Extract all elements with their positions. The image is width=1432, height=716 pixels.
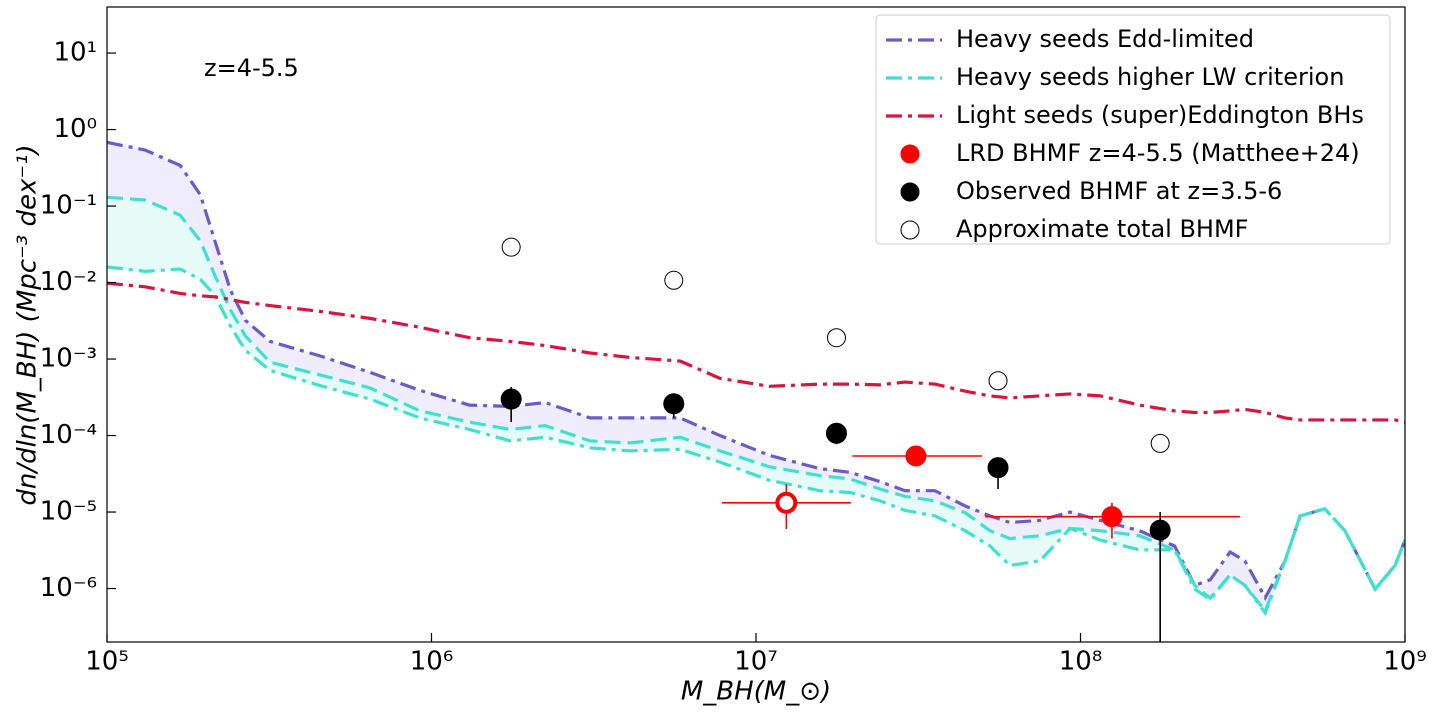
x-axis-label: M_BH(M_⊙) xyxy=(681,677,831,707)
legend-label: Heavy seeds higher LW criterion xyxy=(956,63,1344,91)
line xyxy=(107,265,1405,617)
legend-label: Light seeds (super)Eddington BHs xyxy=(956,101,1364,129)
legend-swatch xyxy=(900,144,920,164)
point xyxy=(501,237,521,257)
point xyxy=(825,422,847,444)
legend-label: LRD BHMF z=4-5.5 (Matthee+24) xyxy=(956,139,1360,167)
y-tick-label: 10⁻⁵ xyxy=(40,497,97,527)
y-tick-label: 10⁻⁴ xyxy=(40,420,97,450)
band xyxy=(107,142,1405,611)
x-tick-label: 10⁵ xyxy=(85,647,129,677)
y-tick-label: 10¹ xyxy=(53,38,97,68)
point xyxy=(987,457,1009,479)
x-tick-label: 10⁸ xyxy=(1059,647,1103,677)
point xyxy=(1149,519,1171,541)
point xyxy=(664,270,684,290)
point xyxy=(988,371,1008,391)
legend-box xyxy=(875,14,1391,245)
line xyxy=(107,281,1405,424)
y-axis-label: dn/dln(M_BH) (Mpc⁻³ dex⁻¹) xyxy=(13,144,43,505)
y-tick-label: 10⁻⁶ xyxy=(40,573,97,603)
x-tick-label: 10⁶ xyxy=(410,647,454,677)
line xyxy=(107,140,1405,601)
x-tick-label: 10⁹ xyxy=(1383,647,1427,677)
y-tick-label: 10⁻³ xyxy=(40,344,97,374)
y-tick-label: 10⁻¹ xyxy=(40,191,97,221)
plot-area xyxy=(107,140,1405,642)
x-tick-label: 10⁷ xyxy=(734,647,778,677)
band xyxy=(107,197,1405,613)
y-tick-label: 10⁰ xyxy=(53,114,97,144)
point xyxy=(663,393,685,415)
point xyxy=(500,388,522,410)
annotation: z=4-5.5 xyxy=(204,54,299,82)
point xyxy=(905,445,927,467)
legend-label: Heavy seeds Edd-limited xyxy=(956,25,1254,53)
legend-swatch xyxy=(900,182,920,202)
legend-label: Approximate total BHMF xyxy=(956,215,1248,243)
line-upper xyxy=(107,195,1405,615)
legend-label: Observed BHMF at z=3.5-6 xyxy=(956,177,1282,205)
point xyxy=(826,328,846,348)
point xyxy=(1101,506,1123,528)
point xyxy=(1150,433,1170,453)
y-tick-label: 10⁻² xyxy=(40,267,97,297)
legend-swatch xyxy=(900,220,920,240)
point xyxy=(775,491,798,514)
